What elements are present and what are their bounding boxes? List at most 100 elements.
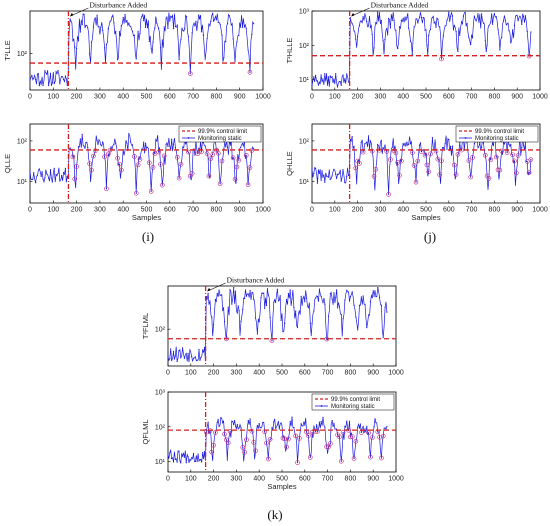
series-point (481, 13, 483, 15)
series-point (131, 144, 134, 146)
series-point (510, 42, 512, 44)
series-point (471, 156, 474, 159)
legend-label: 99.9% control limit (475, 129, 524, 135)
series-point (386, 425, 388, 428)
series-point (191, 356, 193, 358)
series-point (309, 322, 311, 324)
series-point (169, 20, 171, 22)
below-limit-marker (234, 164, 240, 170)
series-point (182, 146, 184, 148)
below-limit-marker (225, 440, 231, 446)
series-point (271, 339, 273, 342)
plot-k-bottom: 0 100 200 300 400 500 600 700 800 900 1000 10¹ 10² 10… (141, 390, 404, 492)
plot-i-bottom: 0 100 200 300 400 500 600 700 800 900 1000 10¹ 10² QL… (3, 123, 271, 222)
series-point (424, 154, 426, 156)
x-tick-label: 900 (367, 370, 379, 377)
below-limit-marker (528, 157, 534, 162)
series-point (103, 156, 106, 158)
series-point (220, 417, 222, 419)
series-point (262, 421, 264, 423)
series-point (409, 40, 412, 42)
series-point (437, 158, 439, 160)
x-tick-label: 600 (164, 207, 176, 214)
series-point (406, 16, 408, 19)
below-limit-marker (388, 157, 393, 162)
series-point (105, 43, 108, 45)
series-point (196, 359, 198, 361)
series-point (273, 421, 275, 423)
series-point (513, 24, 516, 26)
below-limit-marker (488, 157, 494, 163)
series-point (158, 27, 160, 29)
series-point (377, 11, 379, 13)
series-point (340, 84, 342, 86)
series-point (216, 421, 218, 424)
series-point (491, 142, 494, 144)
series-point (245, 439, 248, 441)
series-point (366, 20, 368, 23)
series-point (369, 26, 371, 28)
x-tick-label: 800 (211, 94, 223, 101)
x-tick-label: 1000 (255, 207, 271, 214)
series-point (448, 138, 450, 141)
series-point (267, 294, 269, 296)
series-point (87, 27, 89, 29)
x-tick-label: 300 (231, 476, 243, 483)
series-point (244, 451, 246, 453)
series-point (148, 162, 150, 164)
series-point (223, 148, 225, 150)
series-point (238, 309, 240, 312)
x-tick-label: 600 (443, 94, 455, 101)
below-limit-marker (419, 149, 424, 154)
series-point (141, 15, 143, 18)
series-point (386, 311, 388, 313)
series-point (384, 39, 386, 41)
below-limit-marker (244, 437, 249, 442)
series-point (187, 456, 189, 458)
below-limit-marker (499, 148, 504, 154)
series-point (130, 25, 132, 27)
below-limit-marker (266, 456, 271, 462)
series-point (431, 16, 433, 19)
below-limit-marker (282, 436, 288, 442)
x-tick-label: 400 (397, 207, 409, 214)
y-tick-label: 10² (155, 424, 166, 431)
series-point (200, 356, 202, 359)
x-tick-label: 400 (253, 476, 265, 483)
series-point (446, 19, 448, 21)
x-tick-label: 800 (489, 207, 501, 214)
series-point (400, 160, 402, 162)
series-point (200, 458, 202, 461)
series-point (322, 302, 324, 304)
series-point (256, 333, 258, 335)
series-point (218, 289, 220, 291)
series-point (150, 190, 152, 193)
below-limit-marker (397, 173, 402, 178)
series-point (154, 152, 156, 155)
below-limit-marker (269, 338, 275, 343)
series-point (353, 145, 355, 147)
below-limit-marker (386, 192, 391, 197)
series-point (218, 425, 220, 428)
series-point (524, 15, 527, 17)
series-point (124, 14, 126, 16)
x-tick-label: 900 (367, 476, 379, 483)
below-limit-marker (451, 162, 457, 168)
series-point (46, 73, 48, 75)
series-point (192, 452, 195, 455)
below-limit-marker (245, 182, 251, 187)
below-limit-marker (368, 454, 373, 460)
series-point (336, 173, 339, 175)
series-point (109, 20, 111, 22)
x-tick-label: 600 (299, 370, 311, 377)
series-point (333, 78, 335, 80)
series-point (115, 30, 117, 32)
series-point (49, 169, 52, 171)
series-point (176, 360, 178, 363)
below-limit-marker (91, 153, 96, 159)
y-axis-label: T²FLML (141, 313, 150, 339)
series-point (413, 26, 415, 28)
plot-i-top: 0 100 200 300 400 500 600 700 800 900 1000 10² T²LLE… (3, 1, 271, 101)
series-point (362, 16, 364, 18)
series-point (206, 37, 208, 40)
